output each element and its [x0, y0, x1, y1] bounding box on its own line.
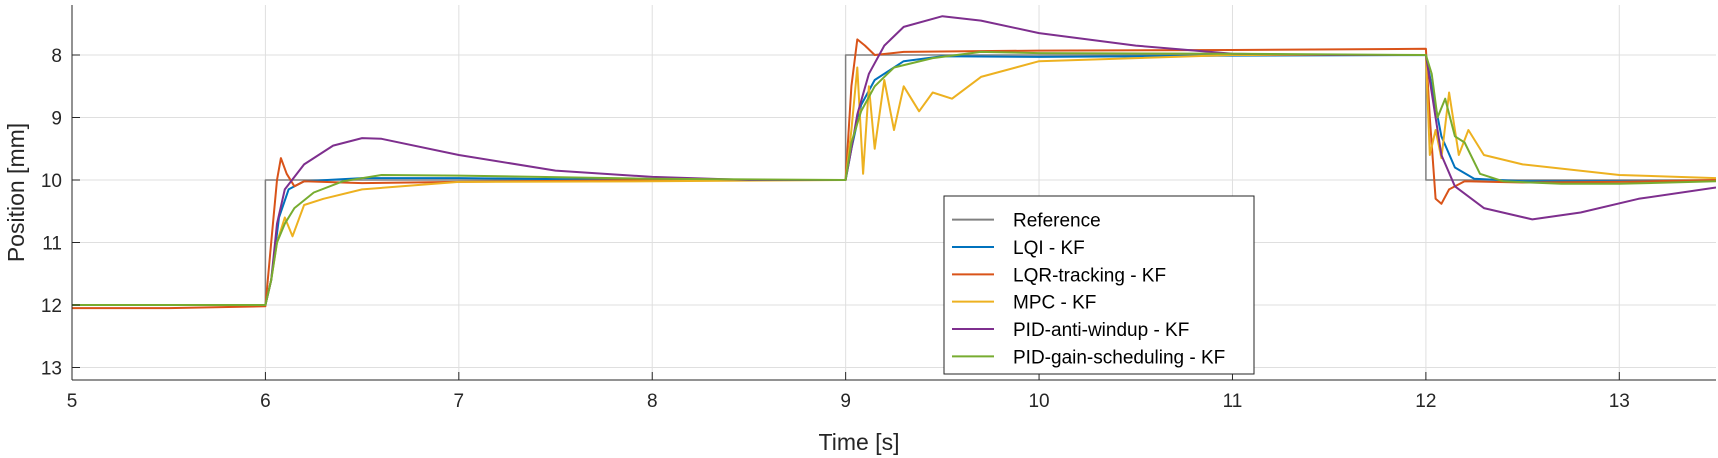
series-line	[72, 38, 1716, 310]
series-line	[72, 54, 1716, 306]
x-tick-label: 6	[260, 391, 271, 412]
x-tick-label: 13	[1609, 391, 1630, 412]
x-tick-label: 9	[840, 391, 851, 412]
y-tick-label: 8	[51, 46, 62, 67]
series-line	[72, 54, 1716, 306]
x-tick-label: 7	[454, 391, 465, 412]
x-tick-label: 5	[67, 391, 78, 412]
legend: Reference LQI - KF LQR-tracking - KF MPC - …	[943, 195, 1255, 375]
y-tick-label: 12	[41, 296, 62, 317]
series-line	[72, 54, 1716, 306]
series-line	[72, 50, 1716, 306]
legend-entry: Reference	[1013, 211, 1101, 232]
y-axis-label: Position [mm]	[3, 123, 29, 262]
y-tick-label: 9	[51, 109, 62, 130]
y-tick-label: 10	[41, 171, 62, 192]
legend-entry: MPC - KF	[1013, 293, 1096, 314]
series-line	[72, 15, 1716, 306]
y-tick-label: 11	[42, 234, 62, 255]
axes: 5 6 7 8 9 10 11 12 13 8 9 10 11 12 13	[41, 5, 1716, 412]
legend-entry: LQR-tracking - KF	[1013, 265, 1166, 286]
x-tick-label: 12	[1415, 391, 1436, 412]
x-tick-label: 8	[647, 391, 658, 412]
y-tick-label: 13	[41, 359, 62, 380]
x-tick-label: 11	[1223, 391, 1243, 412]
legend-entry: LQI - KF	[1013, 238, 1085, 259]
x-axis-label: Time [s]	[819, 429, 900, 455]
legend-box	[943, 195, 1255, 375]
series-group	[72, 15, 1716, 310]
legend-entry: PID-anti-windup - KF	[1013, 320, 1189, 341]
legend-entry: PID-gain-scheduling - KF	[1013, 347, 1225, 368]
x-tick-label: 10	[1028, 391, 1049, 412]
